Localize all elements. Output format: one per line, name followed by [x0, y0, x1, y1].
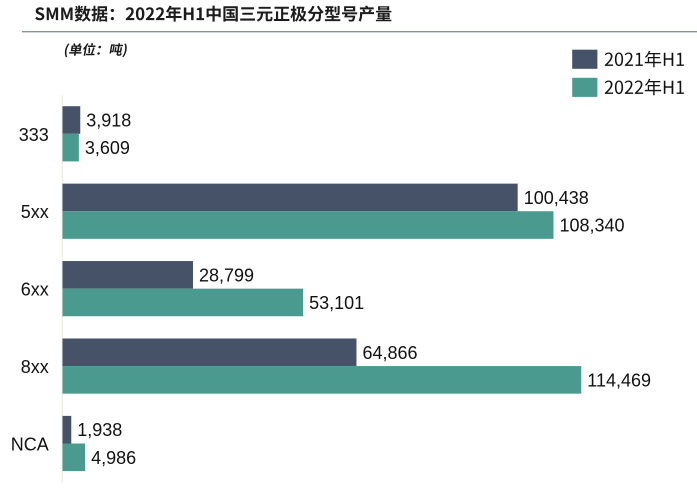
- svg-text:1,938: 1,938: [77, 420, 122, 440]
- svg-text:6xx: 6xx: [21, 280, 49, 300]
- svg-text:333: 333: [19, 125, 49, 145]
- svg-text:53,101: 53,101: [309, 293, 364, 313]
- svg-text:3,609: 3,609: [85, 138, 130, 158]
- svg-text:114,469: 114,469: [587, 370, 651, 390]
- svg-text:4,986: 4,986: [91, 448, 136, 468]
- svg-text:8xx: 8xx: [21, 357, 49, 377]
- svg-text:64,866: 64,866: [362, 343, 417, 363]
- svg-text:NCA: NCA: [11, 434, 49, 454]
- svg-text:5xx: 5xx: [21, 202, 49, 222]
- svg-text:28,799: 28,799: [199, 265, 254, 285]
- svg-text:108,340: 108,340: [560, 216, 625, 236]
- svg-text:100,438: 100,438: [524, 188, 589, 208]
- svg-text:3,918: 3,918: [86, 111, 131, 131]
